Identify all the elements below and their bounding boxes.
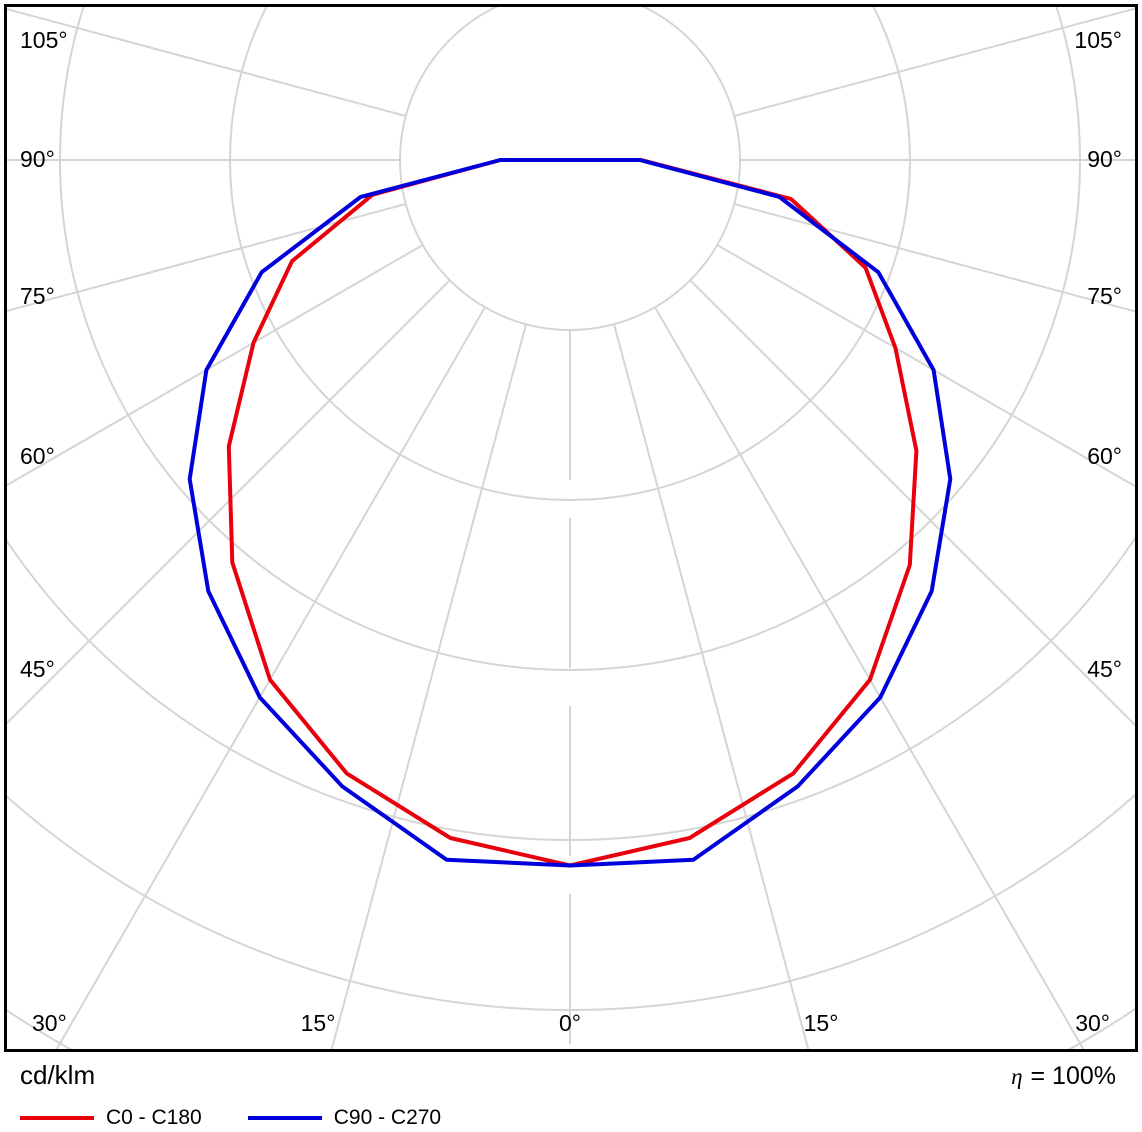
angle-label: 105°	[20, 27, 68, 53]
angle-label: 75°	[1087, 283, 1122, 309]
angle-label: 90°	[20, 146, 55, 172]
angle-label: 60°	[20, 443, 55, 469]
angle-label: 0°	[559, 1010, 581, 1036]
legend-label-c90-c270: C90 - C270	[333, 1106, 442, 1129]
angle-label: 75°	[20, 283, 55, 309]
angle-label: 30°	[32, 1010, 67, 1036]
legend-swatch-c0-c180	[20, 1116, 94, 1120]
units-label: cd/klm	[20, 1060, 96, 1090]
angle-label: 15°	[804, 1010, 839, 1036]
efficiency-label: η = 100%	[1011, 1062, 1116, 1091]
angle-labels: 105° 90° 75° 60° 45° 30° 15° 0° 15° 30° 45° 60° 75° 9…	[20, 27, 1122, 1036]
angle-label: 90°	[1087, 146, 1122, 172]
grid-radial-line	[613, 323, 810, 1049]
angle-label: 30°	[1075, 1010, 1110, 1036]
angle-label: 15°	[301, 1010, 336, 1036]
grid-radial-line	[7, 203, 407, 312]
legend-swatch-c90-c270	[247, 1116, 322, 1120]
plot-border	[4, 4, 1138, 1052]
angle-label: 60°	[1087, 443, 1122, 469]
legend-label-c0-c180: C0 - C180	[106, 1106, 202, 1129]
grid-radial-line	[689, 279, 1135, 727]
angle-label: 105°	[1074, 27, 1122, 53]
angle-label: 45°	[20, 656, 55, 682]
legend-area: cd/klm η = 100% C0 - C180 C90 - C270	[0, 1056, 1142, 1132]
grid-radial-line	[7, 244, 424, 487]
curve-c0-c180	[226, 158, 919, 868]
intensity-curves	[187, 158, 953, 868]
grid-radial-line	[733, 203, 1135, 313]
polar-grid	[7, 7, 1135, 1049]
grid-radial-line	[55, 306, 486, 1049]
angle-label: 45°	[1087, 656, 1122, 682]
legend: C0 - C180 C90 - C270	[20, 1106, 441, 1130]
polar-chart: 105° 90° 75° 60° 45° 30° 15° 0° 15° 30° 45° 60° 75° 9…	[4, 4, 1138, 1052]
grid-circle	[399, 7, 741, 331]
grid-radial-line	[716, 244, 1135, 488]
grid-radial-line	[654, 306, 1085, 1049]
grid-radial-line	[733, 7, 1135, 117]
grid-radial-line	[330, 323, 527, 1049]
grid-radial-line	[7, 8, 407, 117]
grid-circle	[7, 793, 1135, 1011]
grid-radial-line	[7, 279, 451, 725]
eta-symbol: η	[1011, 1064, 1023, 1089]
eta-value: = 100%	[1030, 1062, 1117, 1090]
curve-c90-c270	[187, 158, 953, 868]
